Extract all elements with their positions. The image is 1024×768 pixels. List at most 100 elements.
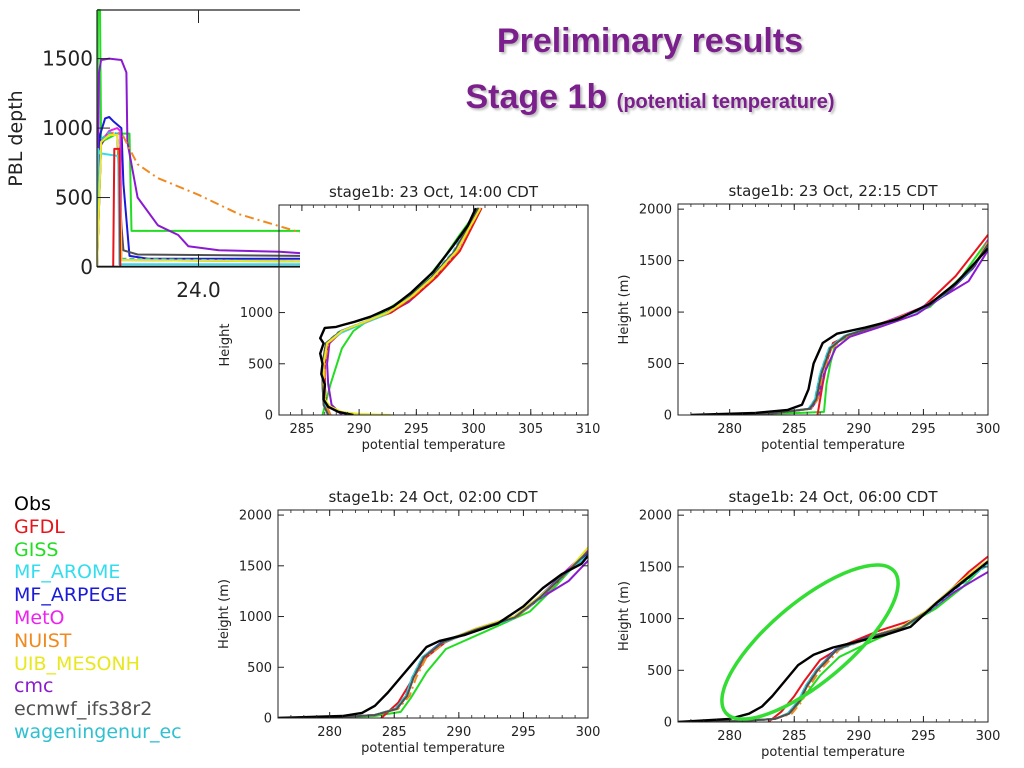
- y-tick-label: 0: [80, 255, 93, 279]
- series-line-mf-arpege: [97, 116, 300, 267]
- series-line-gfdl: [380, 549, 588, 718]
- x-tick-label: 300: [461, 422, 486, 437]
- series-group: [678, 555, 988, 722]
- x-tick-label: 295: [911, 729, 936, 744]
- series-line-cmc: [97, 57, 300, 267]
- x-tick-label: 300: [976, 422, 1001, 437]
- y-tick-label: 1000: [239, 610, 272, 625]
- x-tick-label: 290: [846, 729, 871, 744]
- y-tick-label: 2000: [639, 203, 672, 218]
- legend-item: cmc: [14, 675, 54, 698]
- chart-title: stage1b: 23 Oct, 14:00 CDT: [329, 183, 539, 201]
- x-tick-label: 280: [717, 729, 742, 744]
- y-tick-label: 500: [247, 661, 272, 676]
- chart-title: stage1b: 24 Oct, 06:00 CDT: [728, 488, 938, 506]
- y-tick-label: 1000: [639, 306, 672, 321]
- series-line-mf-arome: [322, 207, 479, 415]
- series-line-nuist: [278, 549, 588, 718]
- series-line-obs: [278, 554, 588, 718]
- series-line-wageningenur-ecmwf: [321, 207, 478, 415]
- y-tick-label: 2000: [639, 509, 672, 524]
- series-line-wageningenur-ecmwf: [278, 554, 588, 718]
- series-line-mf-arpege: [322, 207, 479, 415]
- series-line-nuist: [703, 241, 988, 415]
- legend-item: MetO: [14, 606, 65, 629]
- series-line-mf-arpege: [678, 561, 988, 722]
- x-tick-label: 300: [576, 725, 600, 740]
- series-line-nuist: [678, 559, 988, 722]
- series-line-meto: [703, 239, 988, 415]
- series-line-meto: [678, 559, 988, 722]
- legend-item: GISS: [14, 538, 59, 561]
- y-tick-label: 500: [248, 357, 273, 372]
- legend-item: GFDL: [14, 515, 65, 538]
- series-line-gfdl: [816, 234, 988, 415]
- series-line-giss: [678, 560, 988, 722]
- series-line-uib-mesonh: [678, 559, 988, 722]
- slide-subtitle: Stage 1b (potential temperature): [300, 78, 1000, 117]
- series-line-uib-mesonh: [97, 134, 300, 267]
- legend-item: ecmwf_ifs38r2: [14, 698, 153, 721]
- y-tick-label: 1000: [42, 116, 93, 140]
- profile-chart-23oct-1400: stage1b: 23 Oct, 14:00 CDT 0 500 1000 285 290…: [218, 183, 600, 453]
- y-tick-label: 500: [647, 664, 672, 679]
- stage-sublabel: (potential temperature): [616, 91, 835, 113]
- x-tick-label: 295: [404, 422, 429, 437]
- series-line-nuist: [97, 131, 300, 267]
- x-tick-label: 285: [782, 422, 807, 437]
- y-tick-label: 0: [664, 716, 672, 731]
- x-tick-label: 285: [289, 422, 314, 437]
- chart-title: stage1b: 24 Oct, 02:00 CDT: [328, 488, 538, 506]
- series-line-mf-arpege: [703, 244, 988, 415]
- series-line-ecmwf-ifs38r2: [321, 207, 479, 415]
- x-tick-label: 280: [317, 725, 342, 740]
- series-line-giss: [278, 549, 588, 718]
- series-group: [278, 546, 588, 718]
- series-line-uib-mesonh: [703, 242, 988, 415]
- series-line-mf-arome: [278, 554, 588, 718]
- plot-frame: [677, 203, 989, 416]
- series-line-ecmwf-ifs38r2: [678, 560, 988, 722]
- x-tick-label: 24.0: [176, 278, 221, 300]
- y-tick-label: 2000: [239, 509, 272, 524]
- slide-title: Preliminary results: [496, 22, 804, 60]
- x-tick-label: 310: [576, 422, 600, 437]
- y-tick-label: 1500: [239, 559, 272, 574]
- x-tick-label: 280: [717, 422, 742, 437]
- x-tick-label: 290: [347, 422, 372, 437]
- y-axis-label: Height (m): [617, 275, 632, 345]
- y-tick-label: 1500: [639, 254, 672, 269]
- legend-item: UIB_MESONH: [14, 652, 140, 675]
- y-tick-label: 500: [55, 186, 93, 210]
- series-line-ecmwf-ifs38r2: [703, 243, 988, 415]
- x-tick-label: 300: [976, 729, 1001, 744]
- x-tick-label: 295: [911, 422, 936, 437]
- chart-title: stage1b: 23 Oct, 22:15 CDT: [728, 182, 938, 200]
- series-group: [690, 234, 988, 415]
- x-tick-label: 290: [446, 725, 471, 740]
- model-legend: Obs GFDL GISS MF_AROME MF_ARPEGE MetO NUIST UIB…: [14, 493, 182, 744]
- legend-item: wageningenur_ec: [14, 720, 182, 743]
- x-axis-label: potential temperature: [362, 438, 506, 453]
- series-line-obs: [690, 247, 988, 415]
- legend-item: NUIST: [14, 629, 72, 652]
- series-line-wageningenur-ecmwf: [678, 563, 988, 722]
- profile-chart-23oct-2215: stage1b: 23 Oct, 22:15 CDT 0 500 1000 1500 20…: [617, 182, 1001, 453]
- legend-item: Obs: [14, 493, 51, 515]
- series-group: [318, 207, 483, 415]
- y-tick-label: 1500: [42, 47, 93, 71]
- x-axis-label: potential temperature: [361, 741, 505, 756]
- series-line-giss: [690, 239, 988, 415]
- legend-item: MF_ARPEGE: [14, 584, 128, 607]
- series-line-obs: [318, 207, 477, 415]
- series-group: [97, 9, 300, 267]
- series-line-uib-mesonh: [278, 546, 588, 718]
- stage-label: Stage 1b: [465, 78, 608, 116]
- series-line-cmc: [278, 560, 588, 718]
- y-axis-label: Height (m): [217, 579, 232, 649]
- series-line-obs: [678, 560, 988, 722]
- y-tick-label: 1000: [240, 306, 273, 321]
- x-tick-label: 285: [782, 729, 807, 744]
- y-tick-label: 500: [647, 357, 672, 372]
- x-axis-label: potential temperature: [761, 438, 905, 453]
